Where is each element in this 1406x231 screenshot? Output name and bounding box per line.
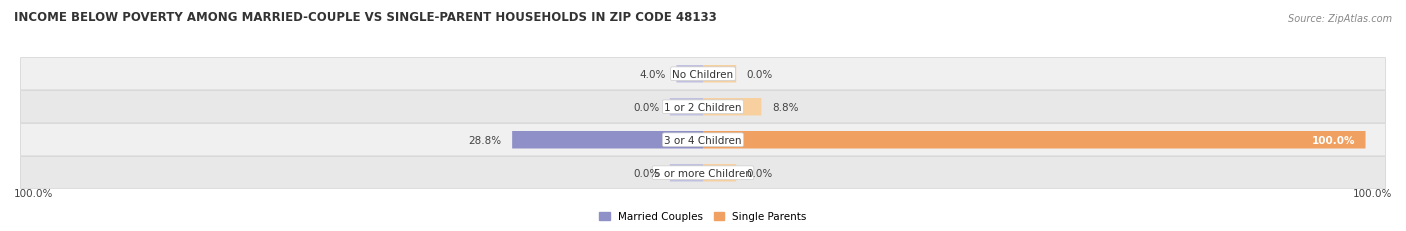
Text: INCOME BELOW POVERTY AMONG MARRIED-COUPLE VS SINGLE-PARENT HOUSEHOLDS IN ZIP COD: INCOME BELOW POVERTY AMONG MARRIED-COUPL… — [14, 11, 717, 24]
FancyBboxPatch shape — [703, 131, 1365, 149]
FancyBboxPatch shape — [669, 164, 703, 182]
FancyBboxPatch shape — [21, 91, 1385, 123]
Text: 0.0%: 0.0% — [633, 102, 659, 112]
Text: 8.8%: 8.8% — [772, 102, 799, 112]
FancyBboxPatch shape — [669, 99, 703, 116]
FancyBboxPatch shape — [21, 58, 1385, 91]
Text: 5 or more Children: 5 or more Children — [654, 168, 752, 178]
FancyBboxPatch shape — [21, 157, 1385, 189]
Text: 100.0%: 100.0% — [1353, 188, 1392, 198]
FancyBboxPatch shape — [676, 66, 703, 83]
Text: 0.0%: 0.0% — [633, 168, 659, 178]
Text: 0.0%: 0.0% — [747, 70, 773, 79]
Legend: Married Couples, Single Parents: Married Couples, Single Parents — [595, 207, 811, 226]
FancyBboxPatch shape — [703, 66, 737, 83]
Text: 4.0%: 4.0% — [640, 70, 666, 79]
Text: No Children: No Children — [672, 70, 734, 79]
Text: 0.0%: 0.0% — [747, 168, 773, 178]
FancyBboxPatch shape — [703, 99, 762, 116]
FancyBboxPatch shape — [703, 164, 737, 182]
Text: Source: ZipAtlas.com: Source: ZipAtlas.com — [1288, 14, 1392, 24]
FancyBboxPatch shape — [512, 131, 703, 149]
Text: 100.0%: 100.0% — [1312, 135, 1355, 145]
FancyBboxPatch shape — [21, 124, 1385, 156]
Text: 28.8%: 28.8% — [468, 135, 502, 145]
Text: 1 or 2 Children: 1 or 2 Children — [664, 102, 742, 112]
Text: 3 or 4 Children: 3 or 4 Children — [664, 135, 742, 145]
Text: 100.0%: 100.0% — [14, 188, 53, 198]
